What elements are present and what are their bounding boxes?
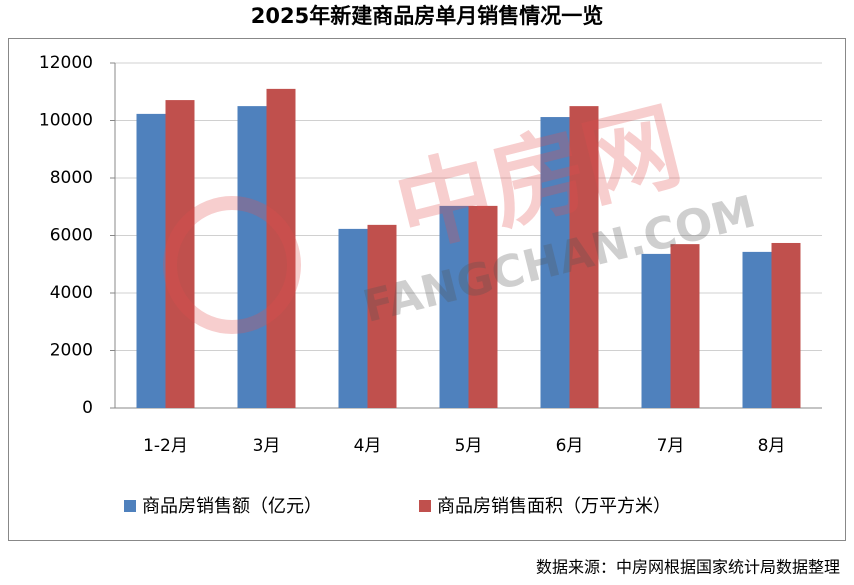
bar [136, 113, 166, 408]
y-tick-label: 8000 [50, 168, 93, 188]
y-tick-label: 4000 [50, 283, 93, 303]
x-tick-label: 4月 [354, 436, 382, 456]
legend-label: 商品房销售额（亿元） [142, 496, 322, 517]
bar [338, 228, 368, 408]
chart-title: 2025年新建商品房单月销售情况一览 [251, 4, 603, 28]
watermark-logo [163, 196, 301, 334]
chart-frame [8, 38, 846, 541]
y-tick-label: 12000 [39, 53, 93, 73]
bar [569, 106, 599, 408]
x-tick-label: 7月 [657, 436, 685, 456]
source-note: 数据来源：中房网根据国家统计局数据整理 [536, 558, 840, 577]
legend-swatch [124, 500, 136, 512]
y-tick-label: 0 [82, 398, 93, 418]
bar [237, 106, 267, 408]
x-tick-label: 6月 [556, 436, 584, 456]
x-tick-label: 1-2月 [143, 436, 188, 456]
bar [771, 242, 801, 408]
bar [439, 205, 469, 408]
bar [367, 224, 397, 408]
legend-label: 商品房销售面积（万平方米） [437, 496, 671, 517]
x-tick-label: 3月 [253, 436, 281, 456]
y-tick-label: 2000 [50, 341, 93, 361]
x-tick-label: 8月 [758, 436, 786, 456]
bar [742, 251, 772, 408]
bar [468, 205, 498, 408]
bar [540, 117, 570, 409]
y-tick-label: 6000 [50, 226, 93, 246]
legend-swatch [419, 500, 431, 512]
bar [641, 253, 671, 408]
x-tick-label: 5月 [455, 436, 483, 456]
bar [266, 88, 296, 408]
bar [165, 100, 195, 409]
bar [670, 244, 700, 408]
y-tick-label: 10000 [39, 111, 93, 131]
